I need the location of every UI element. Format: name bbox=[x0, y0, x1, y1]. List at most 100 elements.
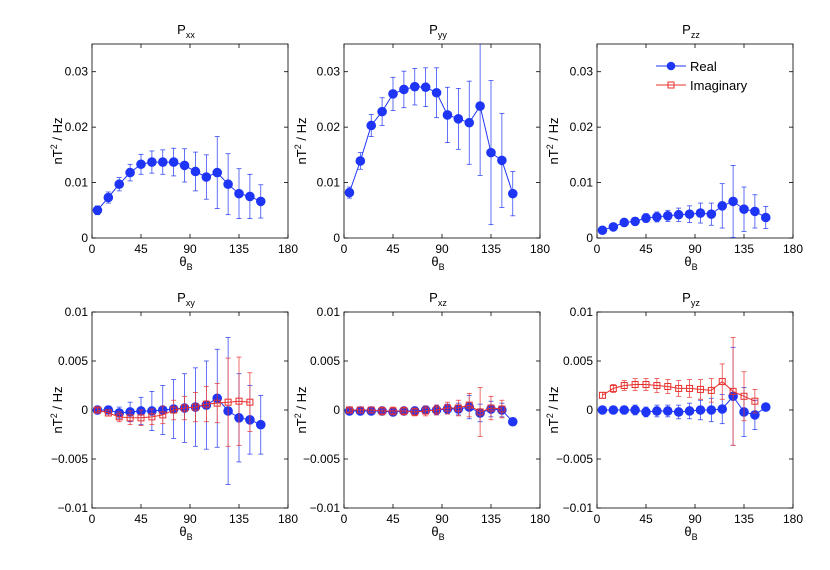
imaginary-point bbox=[675, 384, 683, 392]
real-point bbox=[684, 406, 695, 416]
x-tick-label: 0 bbox=[89, 242, 96, 256]
plot-area bbox=[92, 337, 266, 485]
ylabel-main: nT bbox=[294, 418, 309, 433]
legend-imaginary-label: Imaginary bbox=[690, 78, 748, 93]
real-point bbox=[399, 84, 409, 95]
y-tick-label: −0.005 bbox=[51, 452, 88, 466]
title-subscript: yy bbox=[438, 30, 448, 40]
real-point bbox=[717, 404, 728, 414]
x-tick-label: 0 bbox=[594, 512, 601, 526]
imaginary-point bbox=[367, 406, 375, 414]
imaginary-point bbox=[159, 411, 167, 419]
y-tick-label: 0.03 bbox=[570, 65, 594, 79]
chart-title: Pzz bbox=[682, 22, 700, 40]
real-point bbox=[212, 167, 223, 178]
real-point bbox=[442, 110, 453, 120]
real-point bbox=[597, 225, 608, 236]
imaginary-point bbox=[191, 403, 199, 411]
ylabel-main: nT bbox=[294, 149, 309, 164]
y-tick-label: 0.01 bbox=[570, 176, 594, 190]
chart-title: Pyy bbox=[429, 22, 447, 40]
x-tick-label: 90 bbox=[435, 242, 449, 256]
x-tick-label: 135 bbox=[229, 512, 249, 526]
imaginary-point bbox=[740, 392, 748, 400]
plot-area bbox=[344, 387, 518, 437]
real-point bbox=[92, 205, 103, 216]
ylabel-main: nT bbox=[546, 149, 561, 164]
y-tick-label: −0.005 bbox=[303, 452, 340, 466]
imaginary-point bbox=[718, 378, 726, 386]
imaginary-point bbox=[213, 399, 221, 407]
x-tick-label: 90 bbox=[688, 242, 702, 256]
ylabel-superscript: 2 bbox=[293, 413, 303, 418]
chart-panel-xz: 0 45 90 135 180−0.01−0.00500.0050.01PxzθBnT2… bbox=[293, 290, 550, 542]
xlabel-subscript: B bbox=[692, 532, 698, 542]
real-point bbox=[728, 196, 738, 207]
imaginary-point bbox=[498, 405, 506, 413]
real-point bbox=[706, 405, 717, 415]
real-point bbox=[157, 157, 168, 167]
x-tick-label: 0 bbox=[89, 512, 96, 526]
real-series-line bbox=[602, 395, 767, 416]
y-tick-label: 0.03 bbox=[65, 65, 89, 79]
x-tick-label: 180 bbox=[278, 512, 298, 526]
imaginary-point bbox=[653, 382, 661, 389]
title-subscript: xy bbox=[186, 298, 196, 308]
y-tick-label: 0.03 bbox=[317, 65, 341, 79]
real-point bbox=[234, 188, 244, 199]
x-tick-label: 180 bbox=[278, 242, 298, 256]
imaginary-point bbox=[664, 382, 672, 390]
ylabel-rest: / Hz bbox=[546, 387, 561, 414]
imaginary-point bbox=[696, 385, 704, 393]
imaginary-point bbox=[235, 397, 243, 405]
x-axis-label: θB bbox=[179, 254, 192, 272]
chart-title: Pxx bbox=[177, 22, 195, 40]
x-tick-label: 135 bbox=[734, 512, 754, 526]
legend-real-marker bbox=[666, 61, 676, 71]
x-tick-label: 180 bbox=[783, 512, 803, 526]
y-tick-label: 0.01 bbox=[65, 305, 89, 319]
real-point bbox=[695, 208, 706, 218]
real-point bbox=[114, 179, 125, 190]
y-tick-label: −0.005 bbox=[556, 452, 593, 466]
plot-area bbox=[344, 44, 518, 226]
y-tick-label: 0.005 bbox=[58, 354, 88, 368]
title-main: P bbox=[429, 290, 438, 305]
real-point bbox=[673, 209, 684, 220]
imaginary-point bbox=[378, 407, 386, 415]
xlabel-subscript: B bbox=[439, 532, 445, 542]
real-point bbox=[739, 204, 749, 214]
x-tick-label: 45 bbox=[134, 512, 148, 526]
x-tick-label: 180 bbox=[530, 242, 550, 256]
real-point bbox=[179, 160, 190, 171]
chart-title: Pxz bbox=[429, 290, 447, 308]
imaginary-point bbox=[246, 398, 254, 406]
chart-title: Pxy bbox=[177, 290, 195, 308]
imaginary-point bbox=[642, 381, 650, 389]
y-tick-label: 0 bbox=[333, 403, 340, 417]
x-tick-label: 45 bbox=[386, 512, 400, 526]
real-point bbox=[652, 406, 662, 416]
real-point bbox=[641, 213, 651, 223]
y-axis-label: nT2 / Hz bbox=[293, 118, 309, 165]
imaginary-point bbox=[443, 404, 451, 412]
ylabel-main: nT bbox=[50, 418, 65, 433]
real-point bbox=[344, 187, 355, 198]
title-main: P bbox=[429, 22, 438, 37]
imaginary-point bbox=[465, 401, 473, 409]
real-point bbox=[103, 192, 114, 203]
imaginary-point bbox=[400, 407, 408, 415]
y-axis-label: nT2 / Hz bbox=[293, 387, 309, 434]
real-point bbox=[662, 211, 673, 221]
imaginary-point bbox=[476, 408, 484, 416]
y-tick-label: 0 bbox=[333, 231, 340, 245]
real-point bbox=[684, 209, 695, 219]
ylabel-rest: / Hz bbox=[50, 387, 65, 414]
imaginary-point bbox=[224, 398, 232, 406]
imaginary-point bbox=[751, 397, 759, 405]
xlabel-subscript: B bbox=[692, 262, 698, 272]
real-point bbox=[630, 405, 640, 415]
